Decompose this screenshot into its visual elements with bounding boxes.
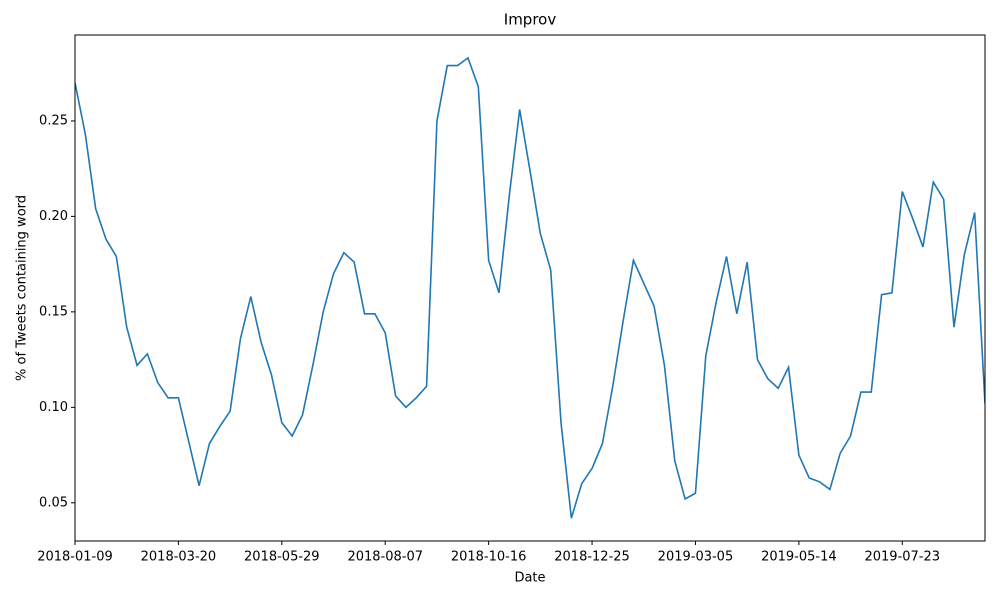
x-tick-label: 2018-08-07 (347, 550, 423, 565)
x-axis-label: Date (514, 571, 545, 586)
x-tick-label: 2019-05-14 (761, 550, 837, 565)
x-tick-label: 2018-05-29 (244, 550, 320, 565)
x-tick-label: 2018-10-16 (451, 550, 527, 565)
data-line (75, 56, 985, 519)
x-tick-label: 2018-03-20 (141, 550, 217, 565)
y-tick-label: 0.25 (39, 113, 68, 128)
y-tick-label: 0.05 (39, 495, 68, 510)
plot-frame (74, 34, 986, 542)
y-tick-label: 0.10 (39, 400, 68, 415)
y-tick-label: 0.15 (39, 304, 68, 319)
y-axis-label: % of Tweets containing word (15, 195, 30, 381)
x-tick-label: 2019-07-23 (864, 550, 940, 565)
x-tick-label: 2018-12-25 (554, 550, 630, 565)
y-tick-label: 0.20 (39, 209, 68, 224)
x-tick-label: 2019-03-05 (658, 550, 734, 565)
chart-title: Improv (504, 11, 557, 29)
x-tick-label: 2018-01-09 (37, 550, 113, 565)
